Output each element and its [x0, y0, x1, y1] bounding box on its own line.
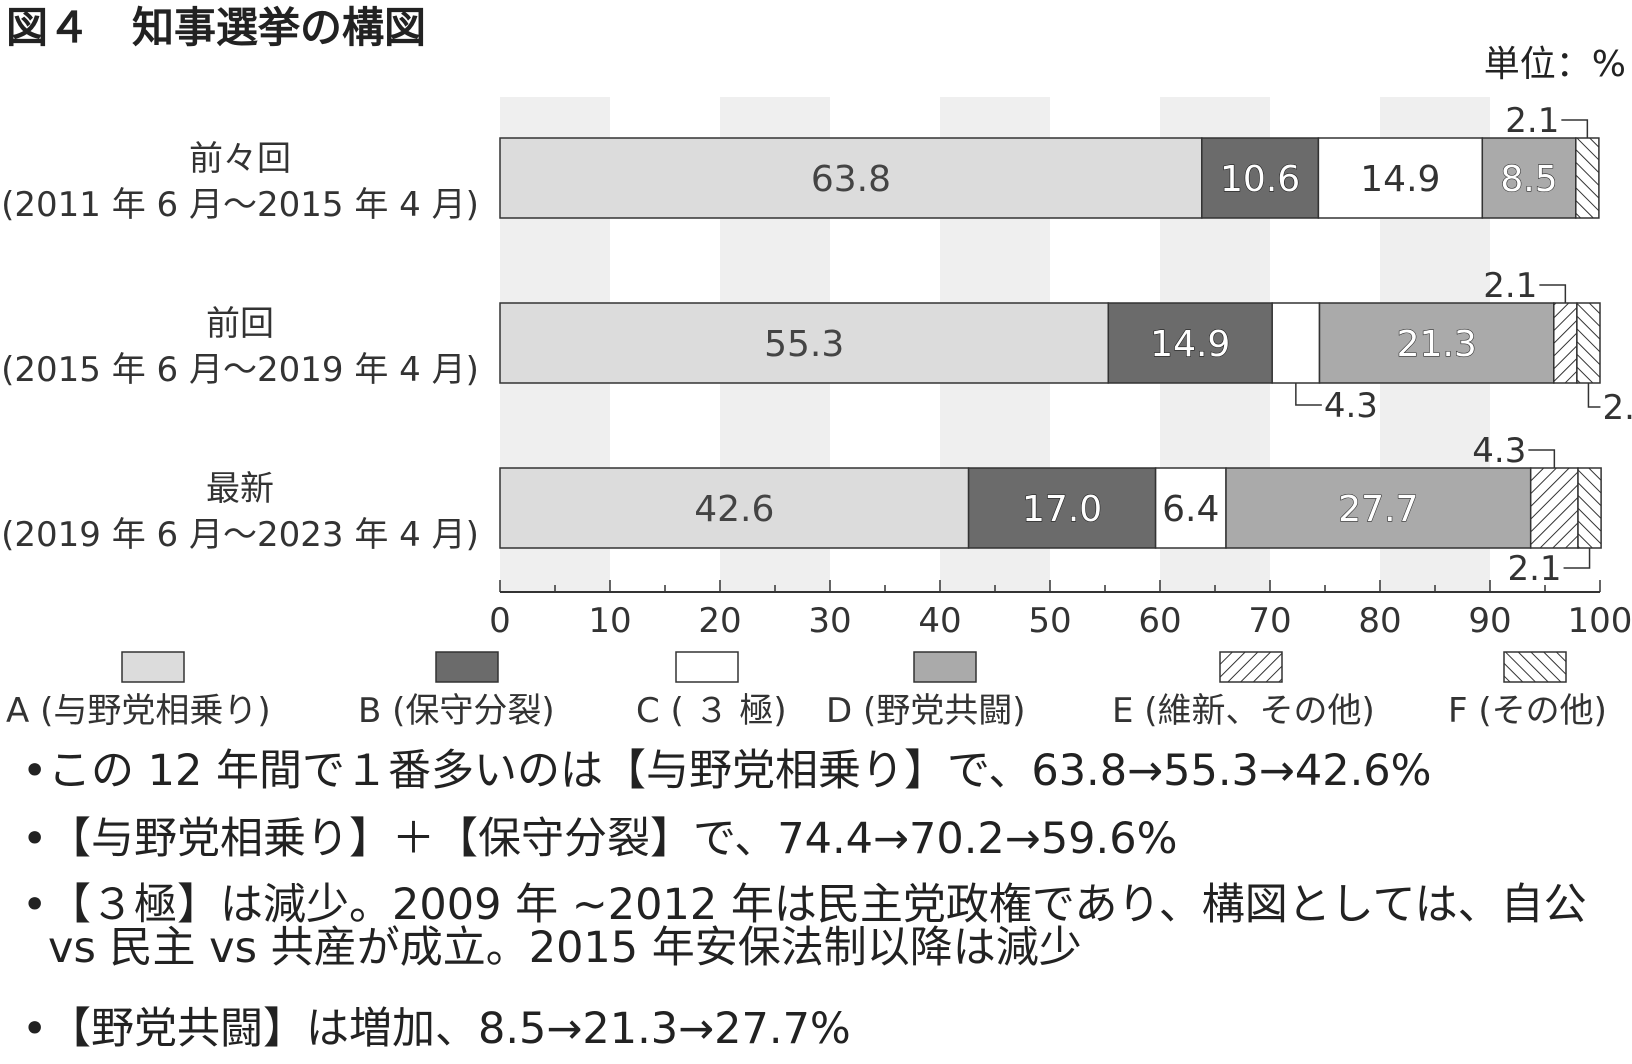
- bar-segment: [1271, 302, 1321, 384]
- data-label: 2.1: [1483, 266, 1537, 306]
- legend-swatch: [1219, 651, 1283, 683]
- legend-swatch: [1503, 651, 1567, 683]
- bar-segment: [1577, 467, 1602, 549]
- callout-leaders: 2.1 4.3 2.1 2.1 4.3 2.1: [1295, 101, 1632, 589]
- legend-label: A (与野党相乗り): [6, 691, 271, 731]
- x-axis: 0 10 20 30 40 50 60 70 80 90 100: [489, 580, 1632, 641]
- legend-label: E (維新、その他): [1112, 691, 1375, 731]
- data-label: 2.1: [1505, 101, 1559, 141]
- callout-leader: [1563, 548, 1591, 569]
- data-label: 21.3: [1397, 324, 1477, 365]
- bar-segment: [1201, 137, 1320, 219]
- bar-segment: [1154, 467, 1227, 549]
- data-label: 2.1: [1602, 388, 1632, 428]
- note-item: 【与野党相乗り】＋【保守分裂】で、74.4→70.2→59.6%: [10, 818, 1177, 862]
- data-label: 4.3: [1472, 431, 1526, 471]
- bar-segment: [1576, 302, 1601, 384]
- category-label: 前々回: [189, 139, 291, 179]
- data-label: 63.8: [811, 159, 891, 200]
- bar-segment: [499, 467, 970, 549]
- x-tick-label: 30: [808, 601, 851, 641]
- bar-segment: [1553, 302, 1578, 384]
- x-tick-label: 10: [588, 601, 631, 641]
- callout-leader: [1528, 449, 1556, 468]
- legend-swatch: [675, 651, 739, 683]
- category-period-label: (2011 年 6 月～2015 年 4 月): [1, 185, 479, 225]
- legend-label: C ( ３ 極): [636, 691, 787, 731]
- bar-segment: [1107, 302, 1273, 384]
- data-label: 10.6: [1220, 159, 1300, 200]
- data-label: 55.3: [764, 324, 844, 365]
- data-label: 27.7: [1338, 489, 1418, 530]
- bar-segment: [1317, 137, 1484, 219]
- legend-swatch: [121, 651, 185, 683]
- category-period-label: (2019 年 6 月～2023 年 4 月): [1, 515, 479, 555]
- data-label: 4.3: [1324, 386, 1378, 426]
- x-tick-label: 60: [1138, 601, 1181, 641]
- legend: A (与野党相乗り) B (保守分裂) C ( ３ 極) D (野党共闘) E (維新、…: [6, 651, 1607, 731]
- bar-segment: [1225, 467, 1532, 549]
- legend-swatch: [913, 651, 977, 683]
- note-item: 【野党共闘】は増加、8.5→21.3→27.7%: [10, 1008, 851, 1052]
- data-label: 6.4: [1162, 489, 1219, 530]
- bar-segment: [1318, 302, 1555, 384]
- legend-label: F (その他): [1448, 691, 1607, 731]
- stacked-bar-chart: 図４ 知事選挙の構図 単位：% 0 10 20 30 40 50 60 70 80 90 100 前…: [1, 3, 1632, 731]
- bar-segment: [1529, 467, 1579, 549]
- x-tick-label: 80: [1358, 601, 1401, 641]
- x-tick-label: 90: [1468, 601, 1511, 641]
- category-labels: 前々回 (2011 年 6 月～2015 年 4 月) 前回 (2015 年 6 月～…: [1, 139, 479, 555]
- bar-segment: [967, 467, 1157, 549]
- data-label: 14.9: [1150, 324, 1230, 365]
- data-label: 8.5: [1500, 159, 1557, 200]
- bar-segment: [1481, 137, 1577, 219]
- category-period-label: (2015 年 6 月～2019 年 4 月): [1, 350, 479, 390]
- legend-label: D (野党共闘): [826, 691, 1026, 731]
- x-tick-label: 50: [1028, 601, 1071, 641]
- callout-leader: [1295, 383, 1322, 406]
- bar-segments: 63.8 10.6 14.9 8.5 55.3 14.9 21.3 42.6 17.0 6.4 27…: [499, 137, 1602, 549]
- bar-segment: [499, 302, 1110, 384]
- data-label: 2.1: [1507, 549, 1561, 589]
- data-label: 42.6: [694, 489, 774, 530]
- note-item: この 12 年間で１番多いのは【与野党相乗り】で、63.8→55.3→42.6%: [10, 750, 1431, 794]
- bar-segment: [499, 137, 1203, 219]
- unit-label: 単位：%: [1484, 44, 1626, 85]
- x-tick-label: 0: [489, 601, 511, 641]
- x-tick-label: 100: [1568, 601, 1632, 641]
- callout-leader: [1587, 383, 1601, 408]
- x-tick-label: 20: [698, 601, 741, 641]
- data-label: 17.0: [1022, 489, 1102, 530]
- figure-title: 図４ 知事選挙の構図: [6, 3, 426, 52]
- note-item: 【３極】は減少。2009 年 ~2012 年は民主党政権であり、構図としては、自…: [10, 884, 1620, 970]
- data-label: 14.9: [1360, 159, 1440, 200]
- category-label: 前回: [206, 304, 274, 344]
- legend-swatch: [435, 651, 499, 683]
- bar-segment: [1575, 137, 1600, 219]
- x-tick-label: 70: [1248, 601, 1291, 641]
- category-label: 最新: [206, 469, 274, 509]
- callout-leader: [1539, 284, 1567, 303]
- legend-label: B (保守分裂): [358, 691, 555, 731]
- callout-leader: [1561, 119, 1589, 138]
- x-tick-label: 40: [918, 601, 961, 641]
